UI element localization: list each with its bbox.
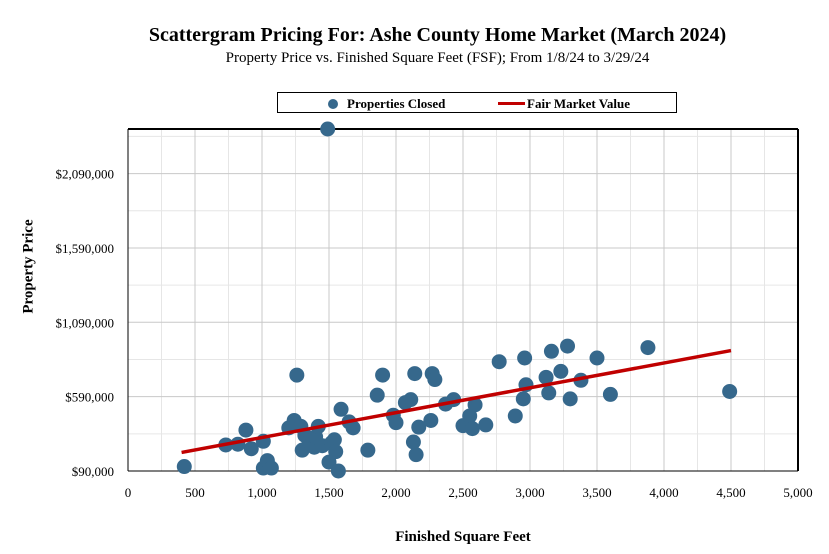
y-tick-label: $590,000 — [65, 390, 114, 405]
legend-label-properties-closed: Properties Closed — [347, 95, 446, 111]
y-tick-label: $1,590,000 — [56, 241, 115, 256]
data-point — [562, 391, 578, 407]
data-point — [405, 434, 421, 450]
data-point — [411, 419, 427, 435]
data-point — [543, 343, 559, 359]
data-point — [408, 447, 424, 463]
data-point — [427, 372, 443, 388]
data-point — [407, 366, 423, 382]
data-point — [478, 417, 494, 433]
data-point — [538, 369, 554, 385]
y-tick-label: $2,090,000 — [56, 167, 115, 182]
fair-market-value-line — [181, 348, 732, 455]
data-point — [589, 350, 605, 366]
data-point — [375, 367, 391, 383]
data-point — [507, 408, 523, 424]
data-point — [553, 363, 569, 379]
data-point — [360, 442, 376, 458]
data-point — [345, 420, 361, 436]
x-tick-label: 2,500 — [448, 485, 477, 500]
x-tick-label: 1,500 — [314, 485, 343, 500]
data-point — [462, 408, 478, 424]
data-point — [541, 385, 557, 401]
data-point — [326, 432, 342, 448]
data-point — [515, 391, 531, 407]
data-point — [263, 460, 279, 476]
data-point — [602, 386, 618, 402]
legend-item-fair-market-value: Fair Market Value — [498, 93, 630, 114]
data-point — [238, 422, 254, 438]
x-tick-label: 1,000 — [247, 485, 276, 500]
data-point — [403, 392, 419, 408]
data-point — [467, 397, 483, 413]
x-tick-labels: 0 500 1,000 1,500 2,000 2,500 3,000 3,500 4,000 4… — [125, 485, 813, 500]
chart-title: Scattergram Pricing For: Ashe County Hom… — [148, 24, 727, 46]
legend-marker-icon — [328, 98, 338, 109]
x-tick-label: 5,000 — [783, 485, 812, 500]
data-points — [176, 121, 738, 479]
x-tick-label: 4,500 — [716, 485, 745, 500]
legend-label-fair-market-value: Fair Market Value — [527, 95, 631, 111]
y-tick-label: $90,000 — [72, 464, 114, 479]
data-point — [328, 444, 344, 460]
data-point — [464, 421, 480, 437]
x-tick-label: 2,000 — [381, 485, 410, 500]
data-point — [243, 441, 259, 457]
data-point — [722, 383, 738, 399]
data-point — [388, 415, 404, 431]
x-tick-label: 4,000 — [649, 485, 678, 500]
data-point — [320, 121, 336, 137]
data-point — [333, 401, 349, 417]
data-point — [491, 354, 507, 370]
data-point — [289, 367, 305, 383]
data-point — [330, 463, 346, 479]
data-point — [176, 459, 192, 475]
y-tick-labels: $90,000 $590,000 $1,090,000 $1,590,000 $2,09… — [56, 167, 115, 479]
data-point — [369, 387, 385, 403]
data-point — [517, 350, 533, 366]
chart-legend: Properties Closed Fair Market Value — [277, 92, 677, 113]
data-point — [640, 340, 656, 356]
x-tick-label: 3,000 — [515, 485, 544, 500]
plot-frame — [127, 128, 799, 472]
x-axis-label: Finished Square Feet — [395, 529, 531, 545]
data-point — [560, 338, 576, 354]
y-tick-label: $1,090,000 — [56, 315, 115, 330]
legend-item-properties-closed: Properties Closed — [328, 93, 445, 114]
data-point — [423, 412, 439, 428]
legend-line-icon — [498, 102, 525, 105]
chart-subtitle: Property Price vs. Finished Square Feet … — [225, 50, 650, 66]
x-tick-label: 0 — [125, 485, 132, 500]
trend-line-segment — [181, 348, 732, 455]
x-tick-label: 500 — [185, 485, 205, 500]
x-tick-label: 3,500 — [582, 485, 611, 500]
